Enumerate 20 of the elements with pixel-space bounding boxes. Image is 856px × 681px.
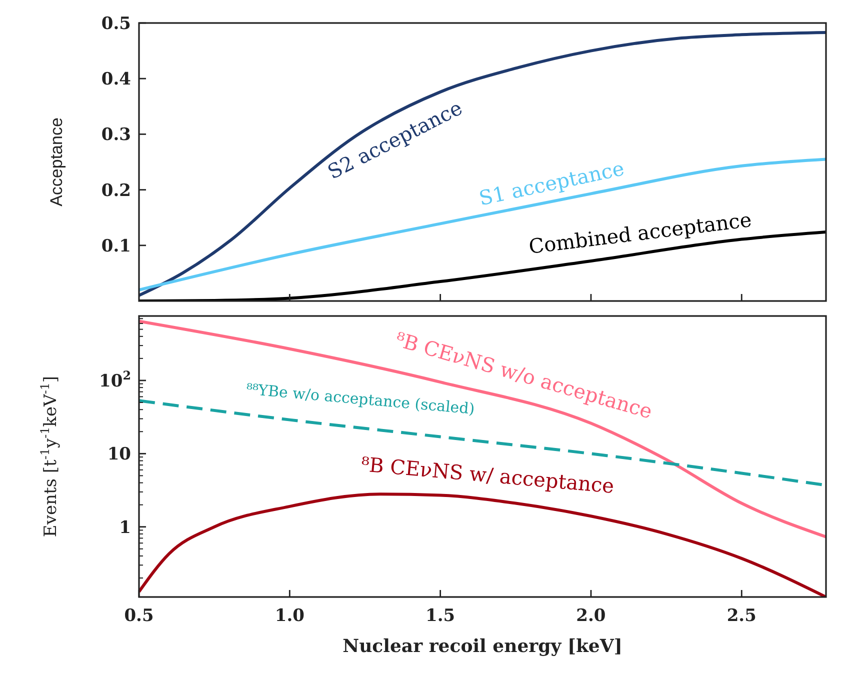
y-tick-label: 10$^{2}$ <box>99 368 131 392</box>
x-tick-label: 1.5 <box>426 606 456 626</box>
x-axis-title: Nuclear recoil energy [keV] <box>342 636 622 657</box>
y-axis-title: Acceptance <box>47 118 66 206</box>
line-series <box>139 492 826 597</box>
series-label: ⁸B CEνNS w/ acceptance <box>360 452 616 498</box>
y-tick-label: 0.5 <box>101 14 131 34</box>
line-series <box>139 320 826 538</box>
x-tick-label: 1.0 <box>274 606 305 626</box>
y-tick-label: 0.4 <box>101 70 132 90</box>
x-tick-label: 0.5 <box>124 606 154 626</box>
x-tick-label: 2.0 <box>576 606 606 626</box>
y-tick-label: 0.2 <box>101 180 131 201</box>
y-tick-label: 0.3 <box>101 125 131 146</box>
line-series <box>139 30 826 297</box>
series-label: ⁸⁸YBe w/o acceptance (scaled) <box>245 380 476 418</box>
x-tick-label: 2.5 <box>726 606 756 626</box>
y-tick-label: 0.1 <box>101 236 131 256</box>
y-tick-label: 10 <box>107 444 132 465</box>
y-tick-label: 1 <box>119 518 131 538</box>
